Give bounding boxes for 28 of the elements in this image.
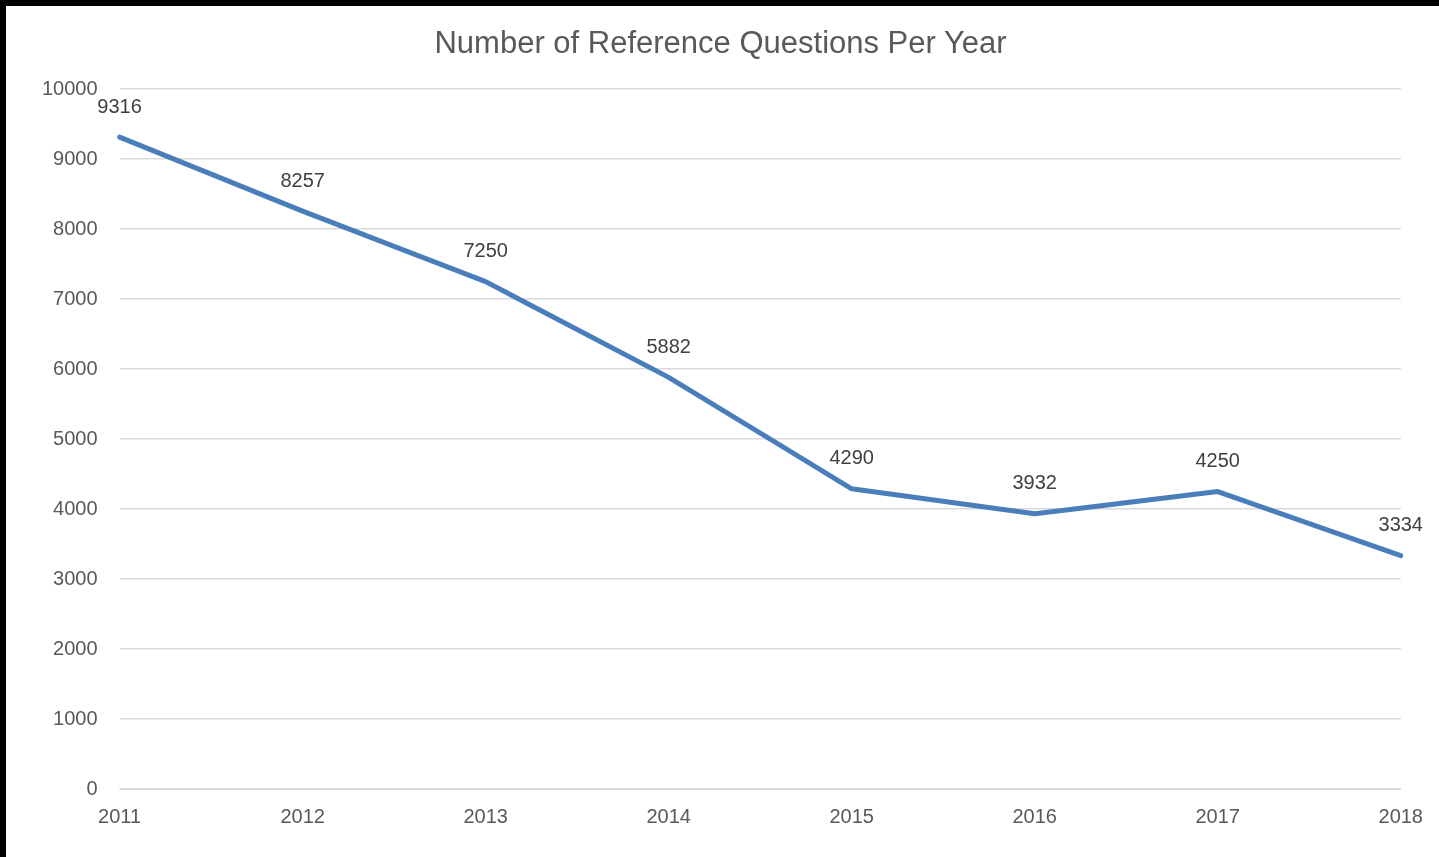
y-tick-label: 8000: [53, 216, 98, 239]
data-label: 4290: [829, 446, 874, 469]
y-tick-label: 4000: [53, 496, 98, 519]
chart-title: Number of Reference Questions Per Year: [434, 25, 1007, 61]
y-tick-label: 2000: [53, 636, 98, 659]
y-tick-label: 1000: [53, 706, 98, 729]
x-tick-label: 2012: [280, 804, 325, 827]
data-label: 3932: [1012, 471, 1057, 494]
y-tick-label: 7000: [53, 286, 98, 309]
data-label: 3334: [1378, 513, 1423, 536]
y-tick-label: 3000: [53, 566, 98, 589]
x-tick-label: 2014: [646, 804, 691, 827]
y-tick-label: 6000: [53, 356, 98, 379]
data-label: 5882: [646, 334, 691, 357]
y-tick-label: 0: [86, 776, 98, 799]
x-tick-label: 2017: [1195, 804, 1240, 827]
x-tick-label: 2016: [1012, 804, 1057, 827]
data-label: 4250: [1195, 449, 1240, 472]
x-tick-label: 2018: [1378, 804, 1423, 827]
x-tick-label: 2011: [98, 804, 142, 827]
data-label: 8257: [280, 168, 325, 191]
x-tick-label: 2015: [829, 804, 874, 827]
data-label: 9316: [97, 94, 142, 117]
y-tick-label: 9000: [53, 146, 98, 169]
data-label: 7250: [463, 239, 508, 262]
y-tick-label: 10000: [41, 76, 98, 99]
x-tick-label: 2013: [463, 804, 508, 827]
y-tick-label: 5000: [53, 426, 98, 449]
